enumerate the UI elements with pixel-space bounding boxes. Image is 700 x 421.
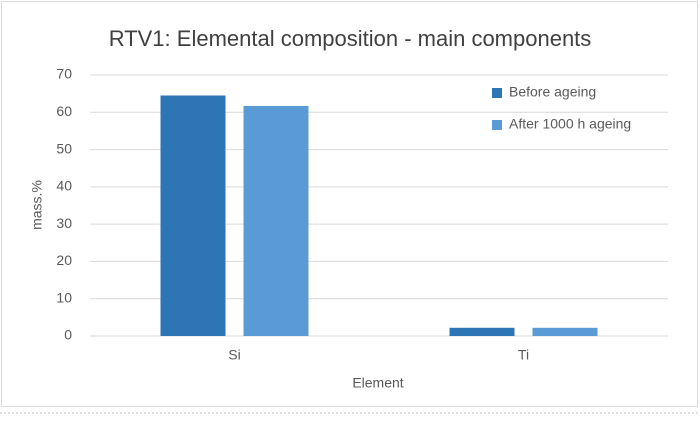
x-axis-label: Element [352, 375, 403, 391]
y-tick-label: 70 [56, 66, 72, 82]
bar [449, 327, 515, 336]
x-tick-label: Ti [518, 347, 529, 363]
y-tick-label: 10 [56, 289, 72, 305]
legend-label: After 1000 h ageing [509, 116, 631, 132]
chart-border [1, 1, 698, 407]
legend-swatch [492, 120, 502, 130]
bar [243, 105, 309, 336]
x-tick-label: Si [228, 347, 240, 363]
legend-label: Before ageing [509, 84, 596, 100]
y-tick-label: 20 [56, 252, 72, 268]
bar [160, 95, 226, 336]
y-tick-label: 30 [56, 215, 72, 231]
y-tick-label: 50 [56, 140, 72, 156]
legend-swatch [492, 88, 502, 98]
chart-title: RTV1: Elemental composition - main compo… [109, 26, 592, 51]
y-tick-label: 0 [64, 327, 72, 343]
y-tick-label: 40 [56, 178, 72, 194]
y-axis-label: mass.% [29, 180, 45, 230]
y-tick-label: 60 [56, 103, 72, 119]
bar [532, 327, 598, 336]
